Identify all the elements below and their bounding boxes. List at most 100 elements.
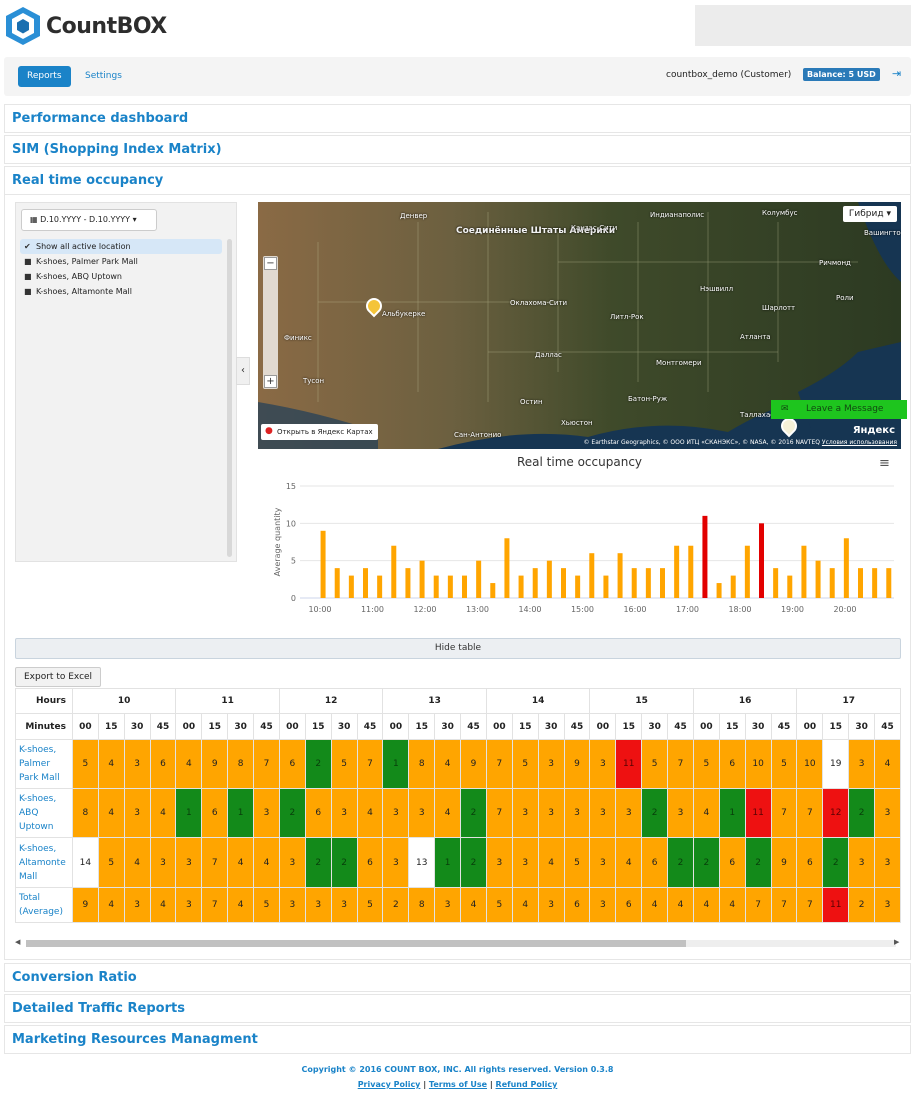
map-copyright: © Earthstar Geographics, © ООО ИТЦ «СКАН… bbox=[583, 439, 820, 446]
minute-header: 30 bbox=[744, 713, 772, 740]
table-cell: 6 bbox=[304, 788, 332, 838]
location-item[interactable]: ■ K-shoes, Palmer Park Mall bbox=[20, 254, 222, 269]
chart-menu-icon[interactable]: ≡ bbox=[879, 456, 890, 471]
leave-message-button[interactable]: ✉ Leave a Message bbox=[771, 400, 907, 419]
x-tick-label: 15:00 bbox=[571, 605, 594, 614]
table-cell: 4 bbox=[511, 887, 539, 923]
tab-settings[interactable]: Settings bbox=[85, 71, 122, 81]
scroll-left-icon[interactable]: ◀ bbox=[15, 938, 21, 946]
minute-header: 45 bbox=[563, 713, 591, 740]
chart-bar bbox=[688, 545, 694, 598]
map-type-dropdown[interactable]: Гибрид ▾ bbox=[842, 206, 897, 222]
row-label[interactable]: K-shoes, ABQ Uptown bbox=[15, 788, 73, 838]
section-title-sim: SIM (Shopping Index Matrix) bbox=[12, 142, 222, 157]
chart-bar bbox=[744, 545, 750, 598]
chart-bar bbox=[730, 575, 736, 598]
chart-bar bbox=[476, 560, 482, 598]
map-zoom-control[interactable]: − + bbox=[263, 256, 278, 389]
logout-icon[interactable]: ⇥ bbox=[892, 67, 902, 80]
table-cell: 4 bbox=[227, 837, 255, 888]
table-cell: 5 bbox=[563, 837, 591, 888]
date-range-dropdown[interactable]: ▦ D.10.YYYY - D.10.YYYY ▾ bbox=[21, 209, 157, 231]
location-item-all[interactable]: ✔ Show all active location bbox=[20, 239, 222, 254]
open-yandex-maps-button[interactable]: ● Открыть в Яндекс Картах bbox=[261, 424, 378, 440]
chart-bar bbox=[532, 568, 538, 598]
row-label[interactable]: K-shoes, Altamonte Mall bbox=[15, 837, 73, 888]
table-cell: 5 bbox=[641, 739, 669, 789]
location-item[interactable]: ■ K-shoes, ABQ Uptown bbox=[20, 269, 222, 284]
y-tick-label: 0 bbox=[291, 594, 296, 603]
tab-reports[interactable]: Reports bbox=[18, 66, 71, 87]
collapse-sidebar-button[interactable]: ‹ bbox=[236, 357, 250, 385]
table-cell: 3 bbox=[874, 837, 901, 888]
table-cell: 13 bbox=[408, 837, 436, 888]
map-terms-link[interactable]: Условия использования bbox=[821, 439, 897, 446]
terms-of-use-link[interactable]: Terms of Use bbox=[428, 1080, 488, 1089]
table-horizontal-scrollbar[interactable]: ◀ ▶ bbox=[15, 938, 901, 948]
row-label[interactable]: Total (Average) bbox=[15, 887, 73, 923]
table-cell: 2 bbox=[744, 837, 772, 888]
minute-header: 00 bbox=[382, 713, 410, 740]
copyright-text: Copyright © 2016 COUNT BOX, INC. All rig… bbox=[301, 1065, 614, 1074]
table-cell: 3 bbox=[175, 837, 203, 888]
sidebar-scrollbar[interactable] bbox=[227, 239, 232, 557]
section-sim[interactable]: SIM (Shopping Index Matrix) bbox=[4, 135, 911, 164]
table-cell: 3 bbox=[123, 887, 151, 923]
section-traffic[interactable]: Detailed Traffic Reports bbox=[4, 994, 911, 1023]
section-marketing[interactable]: Marketing Resources Managment bbox=[4, 1025, 911, 1054]
table-cell: 6 bbox=[278, 739, 306, 789]
table-cell: 2 bbox=[848, 788, 876, 838]
scroll-right-icon[interactable]: ▶ bbox=[894, 938, 900, 946]
table-cell: 4 bbox=[149, 887, 177, 923]
table-cell: 4 bbox=[97, 739, 125, 789]
table-cell: 9 bbox=[201, 739, 229, 789]
x-tick-label: 20:00 bbox=[833, 605, 856, 614]
location-item[interactable]: ■ K-shoes, Altamonte Mall bbox=[20, 284, 222, 299]
table-cell: 3 bbox=[537, 788, 565, 838]
open-yandex-maps-label: Открыть в Яндекс Картах bbox=[277, 428, 373, 436]
minute-header: 30 bbox=[641, 713, 669, 740]
privacy-policy-link[interactable]: Privacy Policy bbox=[357, 1080, 421, 1089]
minute-header: 30 bbox=[537, 713, 565, 740]
chart-bar bbox=[575, 575, 581, 598]
table-cell: 5 bbox=[97, 837, 125, 888]
table-cell: 14 bbox=[71, 837, 99, 888]
chart-bar bbox=[377, 575, 383, 598]
section-performance[interactable]: Performance dashboard bbox=[4, 104, 911, 133]
chart-bar bbox=[872, 568, 878, 598]
calendar-icon: ▦ bbox=[30, 215, 38, 224]
table-cell: 8 bbox=[227, 739, 255, 789]
table-cell: 7 bbox=[201, 837, 229, 888]
section-title-performance: Performance dashboard bbox=[12, 111, 189, 126]
table-cell: 9 bbox=[71, 887, 99, 923]
table-cell: 9 bbox=[563, 739, 591, 789]
chart-bar bbox=[815, 560, 821, 598]
table-cell: 7 bbox=[201, 887, 229, 923]
refund-policy-link[interactable]: Refund Policy bbox=[495, 1080, 558, 1089]
hour-header: 15 bbox=[589, 688, 694, 714]
table-cell: 10 bbox=[796, 739, 824, 789]
zoom-out-button[interactable]: − bbox=[264, 257, 277, 270]
table-cell: 7 bbox=[744, 887, 772, 923]
table-cell: 4 bbox=[615, 837, 643, 888]
table-row: Total (Average) 9 4 3 4 3 7 4 5 3 3 3 5 2 8 3 4 5 4 3 6 3 6 4 4 4… bbox=[15, 887, 901, 923]
location-label: K-shoes, Palmer Park Mall bbox=[36, 257, 138, 266]
chart-bar bbox=[660, 568, 665, 598]
export-excel-button[interactable]: Export to Excel bbox=[15, 667, 102, 687]
table-cell: 1 bbox=[434, 837, 462, 888]
table-cell: 4 bbox=[123, 837, 151, 888]
table-cell: 19 bbox=[822, 739, 850, 789]
briefcase-icon: ■ bbox=[24, 287, 32, 296]
table-cell: 3 bbox=[278, 837, 306, 888]
row-label[interactable]: K-shoes, Palmer Park Mall bbox=[15, 739, 73, 789]
chart-bar bbox=[674, 545, 680, 598]
logo[interactable]: CountBOX bbox=[4, 4, 167, 48]
section-conversion[interactable]: Conversion Ratio bbox=[4, 963, 911, 992]
section-realtime[interactable]: Real time occupancy bbox=[4, 166, 911, 195]
map-label-city: Ричмонд bbox=[819, 259, 851, 267]
zoom-in-button[interactable]: + bbox=[264, 375, 277, 388]
table-cell: 11 bbox=[822, 887, 850, 923]
hide-table-button[interactable]: Hide table bbox=[15, 638, 901, 659]
x-tick-label: 18:00 bbox=[728, 605, 751, 614]
scrollbar-thumb[interactable] bbox=[26, 940, 686, 947]
